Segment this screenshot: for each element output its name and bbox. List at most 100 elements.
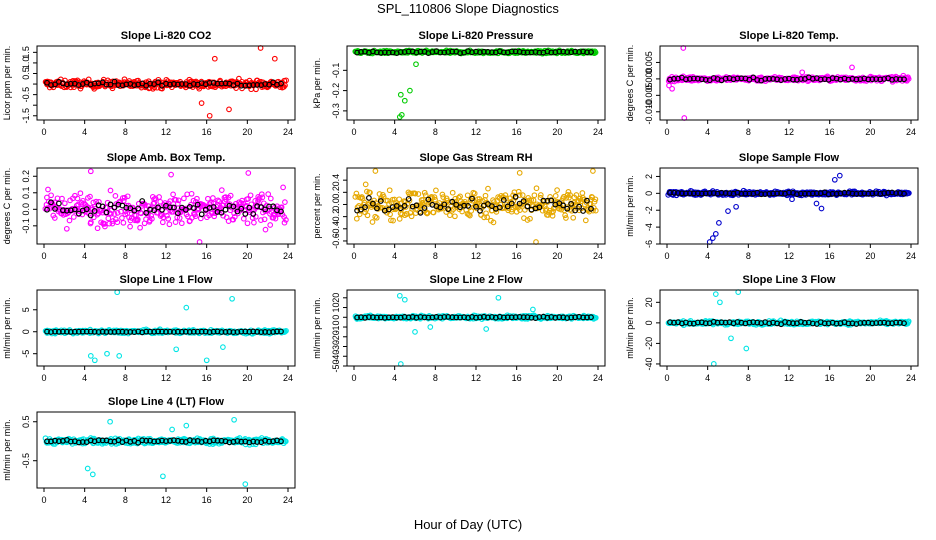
data-point bbox=[570, 214, 577, 221]
x-tick-label: 20 bbox=[865, 373, 875, 383]
reference-point bbox=[155, 79, 162, 86]
outlier-point bbox=[245, 170, 252, 176]
data-point bbox=[567, 192, 573, 198]
data-point bbox=[282, 199, 288, 205]
y-axis-label: ml/min per min. bbox=[625, 175, 635, 237]
data-point bbox=[592, 196, 599, 203]
reference-point bbox=[194, 201, 201, 208]
data-point bbox=[440, 194, 447, 200]
y-tick-label: -0.4 bbox=[331, 221, 341, 237]
outlier-point bbox=[114, 289, 121, 296]
data-point bbox=[552, 193, 559, 199]
panel-title: Slope Sample Flow bbox=[739, 152, 840, 164]
reference-point bbox=[190, 205, 197, 212]
y-tick-label: 20 bbox=[331, 293, 341, 303]
reference-point bbox=[75, 439, 82, 446]
reference-point bbox=[143, 328, 150, 335]
reference-point bbox=[734, 319, 741, 325]
data-point bbox=[579, 190, 586, 196]
data-point bbox=[364, 212, 371, 219]
x-tick-label: 12 bbox=[784, 373, 794, 383]
reference-point bbox=[441, 201, 448, 208]
outlier-point bbox=[107, 418, 113, 425]
data-point bbox=[124, 193, 131, 200]
data-point bbox=[386, 187, 393, 194]
reference-point bbox=[560, 202, 567, 209]
x-tick-label: 12 bbox=[161, 373, 171, 383]
y-tick-label: -2 bbox=[644, 206, 654, 214]
data-point bbox=[390, 217, 396, 224]
reference-point bbox=[83, 206, 90, 213]
outlier-point bbox=[183, 304, 190, 311]
data-point bbox=[420, 196, 426, 203]
data-point bbox=[96, 199, 102, 205]
data-point bbox=[527, 215, 533, 222]
reference-point bbox=[401, 202, 408, 209]
data-point bbox=[537, 194, 544, 201]
reference-point bbox=[556, 314, 563, 321]
x-tick-label: 0 bbox=[41, 251, 46, 261]
reference-point bbox=[437, 49, 444, 56]
data-point bbox=[582, 217, 589, 224]
data-point bbox=[210, 195, 216, 201]
data-point bbox=[170, 191, 176, 198]
outlier-point bbox=[728, 335, 734, 342]
y-tick-label: -50 bbox=[331, 359, 341, 372]
reference-point bbox=[234, 208, 241, 215]
data-point bbox=[137, 224, 143, 231]
reference-point bbox=[465, 202, 472, 209]
x-tick-label: 12 bbox=[471, 373, 481, 383]
reference-point bbox=[202, 328, 209, 335]
reference-point bbox=[75, 210, 82, 217]
reference-point bbox=[580, 208, 586, 214]
data-point bbox=[178, 220, 185, 227]
data-point bbox=[449, 189, 456, 196]
data-point bbox=[408, 213, 415, 220]
reference-point bbox=[778, 190, 784, 197]
outlier-point bbox=[203, 357, 210, 364]
outlier-point bbox=[242, 481, 249, 487]
data-point bbox=[109, 220, 116, 227]
x-tick-label: 12 bbox=[161, 495, 171, 505]
reference-point bbox=[524, 203, 531, 210]
x-tick-label: 16 bbox=[512, 127, 522, 137]
data-point bbox=[439, 191, 446, 198]
data-point bbox=[176, 215, 183, 221]
data-point bbox=[51, 215, 58, 221]
data-point bbox=[218, 187, 225, 193]
reference-point bbox=[881, 190, 888, 197]
x-tick-label: 20 bbox=[865, 251, 875, 261]
reference-point bbox=[393, 314, 400, 321]
data-point bbox=[592, 207, 599, 214]
data-point bbox=[112, 216, 119, 223]
panel-4: Slope Amb. Box Temp. degrees C per min. 0 4… bbox=[2, 152, 296, 261]
reference-point bbox=[790, 320, 796, 327]
data-point bbox=[272, 215, 279, 222]
reference-point bbox=[496, 204, 503, 211]
outlier-point bbox=[104, 350, 110, 357]
reference-point bbox=[901, 190, 907, 197]
x-tick-label: 20 bbox=[242, 373, 252, 383]
y-tick-label: 20 bbox=[644, 297, 654, 307]
y-tick-label: -6 bbox=[644, 240, 654, 248]
reference-point bbox=[178, 81, 185, 87]
data-point bbox=[352, 194, 359, 200]
reference-point bbox=[71, 206, 78, 213]
y-axis-label: Licor ppm per min. bbox=[2, 46, 12, 121]
data-point bbox=[430, 209, 437, 216]
reference-point bbox=[167, 437, 173, 444]
x-tick-label: 0 bbox=[664, 251, 669, 261]
reference-point bbox=[564, 205, 571, 212]
data-point bbox=[493, 209, 500, 215]
panel-10: Slope Line 4 (LT) Flow ml/min per min. 0 4 8… bbox=[2, 396, 296, 505]
x-tick-label: 16 bbox=[512, 373, 522, 383]
x-tick-label: 8 bbox=[123, 251, 128, 261]
reference-point bbox=[687, 320, 693, 327]
data-points bbox=[352, 292, 599, 367]
data-point bbox=[387, 211, 393, 218]
y-tick-label: -0.005 bbox=[644, 83, 654, 109]
data-point bbox=[267, 222, 274, 228]
data-point bbox=[280, 184, 286, 191]
reference-point bbox=[354, 49, 361, 56]
data-point bbox=[107, 187, 114, 194]
